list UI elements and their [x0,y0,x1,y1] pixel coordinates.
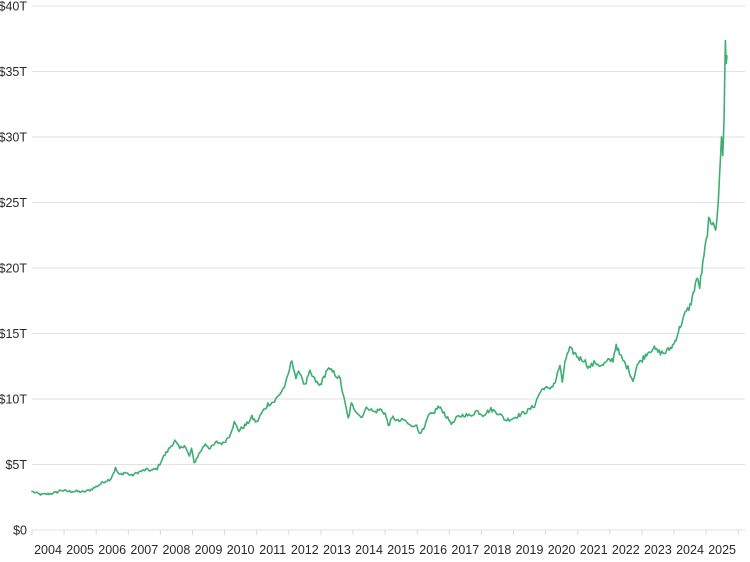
x-tick-label: 2011 [259,543,286,557]
y-tick-label: $10T [0,393,27,407]
x-tick-label: 2013 [323,543,351,557]
x-tick-label: 2025 [708,543,736,557]
x-tick-label: 2019 [516,543,544,557]
x-tick-label: 2010 [227,543,255,557]
x-tick-label: 2021 [580,543,608,557]
y-tick-label: $25T [0,196,27,210]
x-tick-label: 2005 [66,543,94,557]
x-tick-label: 2007 [130,543,158,557]
x-tick-label: 2012 [291,543,319,557]
x-tick-label: 2014 [355,543,383,557]
y-tick-label: $35T [0,65,27,79]
series-line [31,39,728,496]
x-tick-label: 2008 [162,543,190,557]
y-tick-label: $5T [5,458,27,472]
y-tick-label: $30T [0,131,27,145]
y-tick-label: $20T [0,262,27,276]
y-tick-label: $40T [0,0,27,14]
x-tick-label: 2024 [676,543,704,557]
plot-area [31,39,728,496]
x-tick-label: 2023 [644,543,672,557]
x-axis: 2004 2005 2006 2007 2008 2009 2010 2011 2012 2013… [31,530,739,557]
x-tick-label: 2015 [387,543,415,557]
x-tick-label: 2006 [98,543,126,557]
y-axis-labels: $0 $5T $10T $15T $20T $25T $30T $35T $40T [0,0,27,538]
x-tick-label: 2022 [612,543,640,557]
x-tick-label: 2018 [483,543,511,557]
x-tick-label: 2020 [548,543,576,557]
y-tick-label: $0 [13,524,27,538]
x-tick-label: 2009 [195,543,223,557]
y-gridlines [32,5,745,531]
x-tick-label: 2004 [34,543,62,557]
x-tick-label: 2017 [451,543,479,557]
y-tick-label: $15T [0,327,27,341]
x-tick-label: 2016 [419,543,447,557]
